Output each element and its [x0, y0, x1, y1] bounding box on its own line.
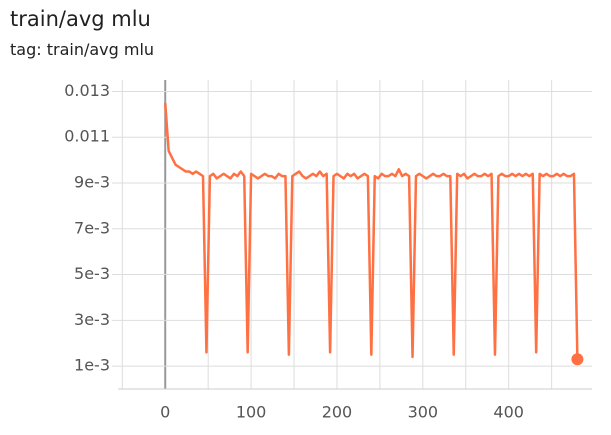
y-tick-label: 5e-3 [74, 264, 110, 283]
y-tick-label: 9e-3 [74, 173, 110, 192]
y-tick-label: 1e-3 [74, 356, 110, 375]
y-tick-label: 7e-3 [74, 218, 110, 237]
y-tick-label: 0.013 [64, 81, 110, 100]
last-point [571, 353, 584, 366]
series-line [163, 102, 579, 360]
x-tick-label: 300 [408, 403, 439, 422]
chart-title: train/avg mlu [10, 7, 151, 31]
x-tick-label: 0 [160, 403, 170, 422]
x-tick-label: 100 [236, 403, 267, 422]
y-tick-label: 3e-3 [74, 310, 110, 329]
x-tick-label: 400 [493, 403, 524, 422]
chart-subtitle: tag: train/avg mlu [10, 40, 154, 59]
x-tick-label: 200 [322, 403, 353, 422]
y-tick-label: 0.011 [64, 127, 110, 146]
